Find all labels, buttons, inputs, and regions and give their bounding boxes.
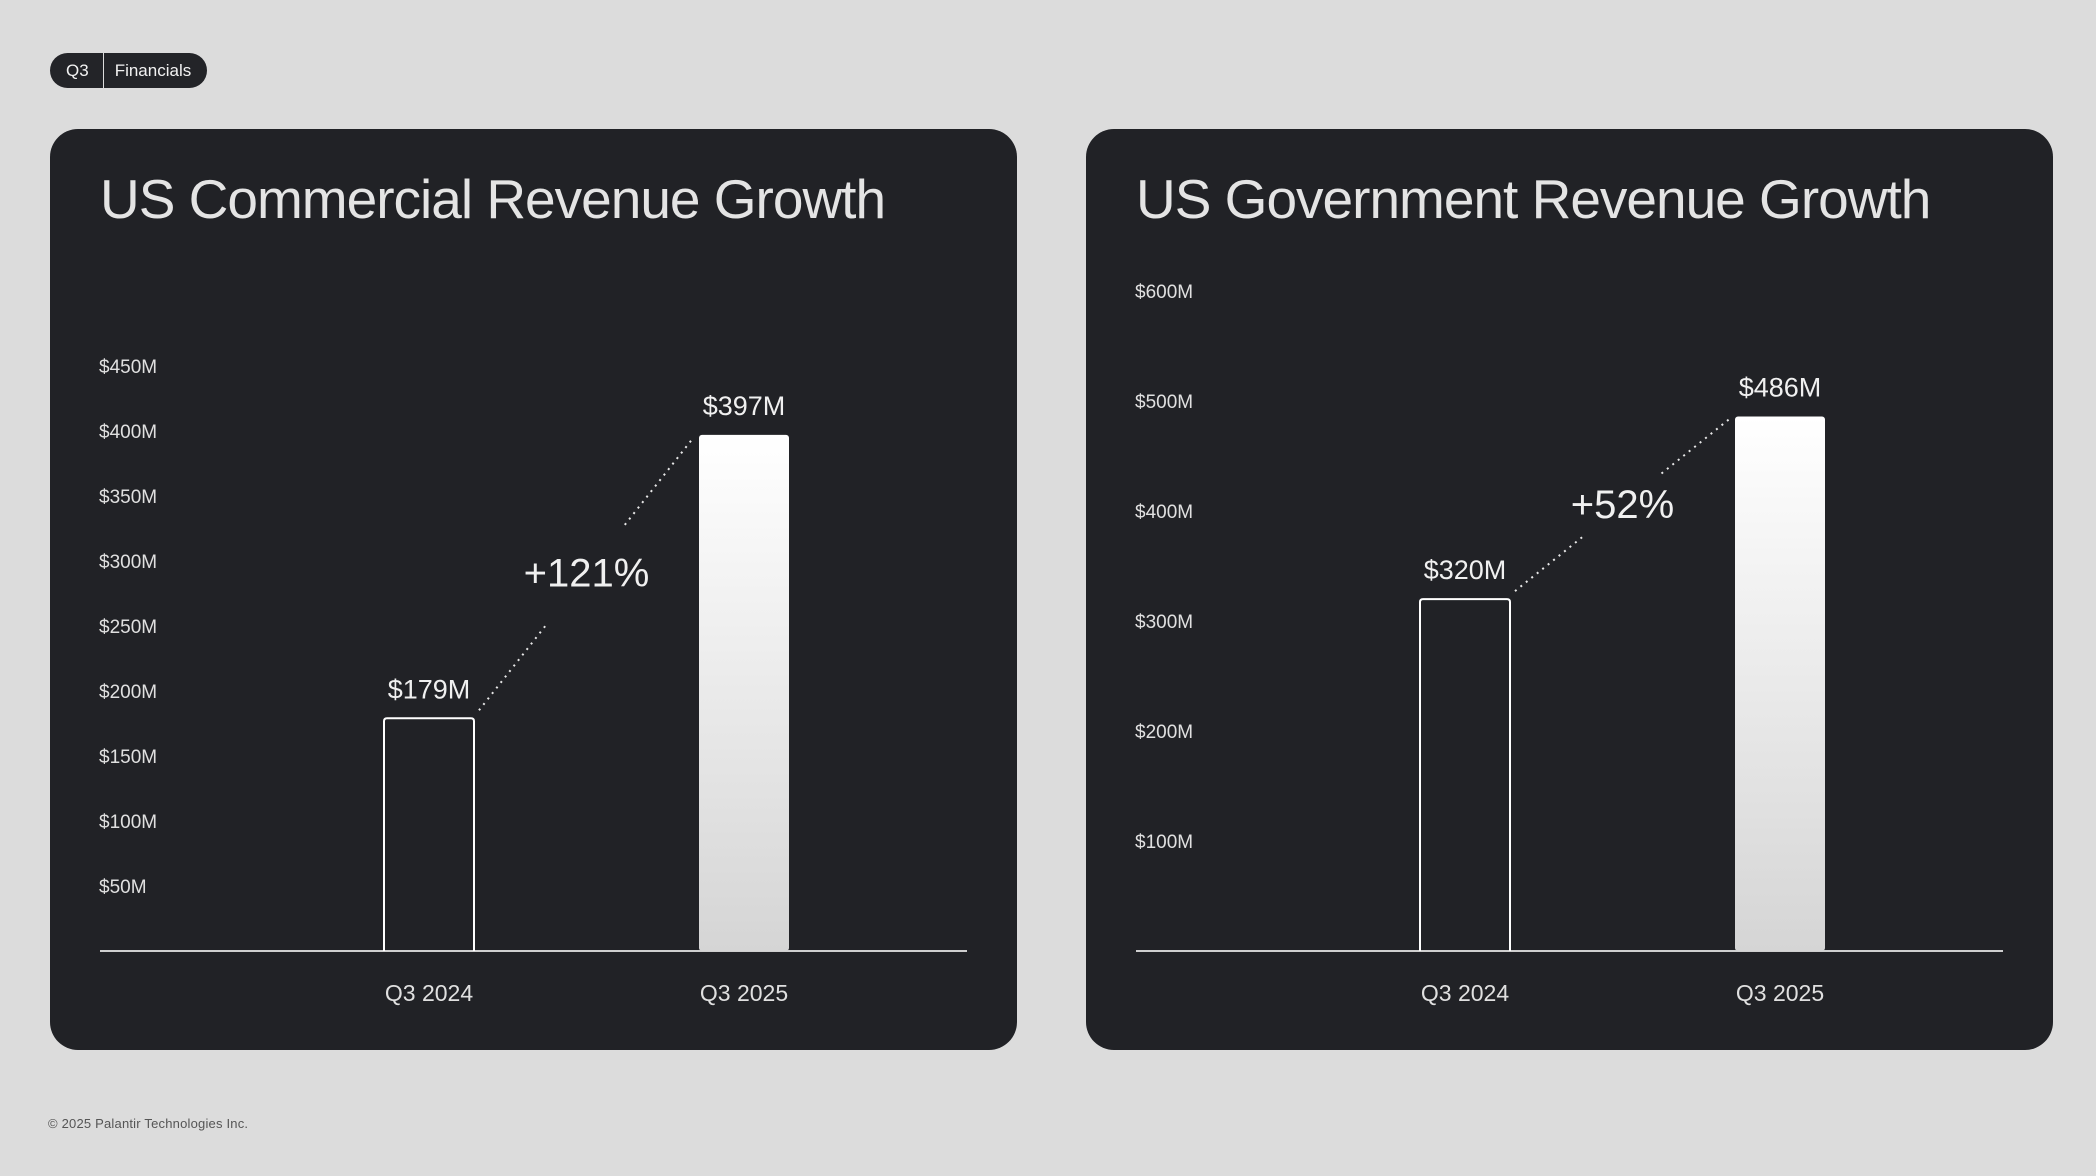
section-tag: Q3 Financials [50,53,208,88]
bar [383,717,475,951]
chart-title: US Government Revenue Growth [1136,168,1931,230]
growth-connector [1660,417,1731,475]
y-tick-label: $150M [99,747,157,768]
y-tick-label: $350M [99,487,157,508]
bar [699,434,789,951]
data-label: $179M [388,674,471,704]
y-tick-label: $250M [99,617,157,638]
data-label: $486M [1739,373,1822,403]
y-tick-label: $300M [1135,612,1193,633]
growth-connector [478,621,549,711]
x-tick-label: Q3 2024 [385,980,473,1006]
growth-label: +52% [1571,483,1674,527]
y-tick-label: $500M [1135,392,1193,413]
y-tick-label: $400M [99,422,157,443]
commercial-revenue-chart: $50M $100M $150M $200M $250M $300M $350M $400M $… [99,357,967,1006]
y-tick-label: $200M [1135,722,1193,743]
data-label: $397M [703,391,786,421]
x-tick-label: Q3 2024 [1421,980,1509,1006]
growth-connector [1514,535,1585,592]
government-revenue-chart: $100M $200M $300M $400M $500M $600M $320M Q3 20… [1135,282,2003,1006]
y-tick-label: $300M [99,552,157,573]
y-tick-label: $200M [99,682,157,703]
y-tick-label: $50M [99,877,147,898]
growth-label: +121% [524,552,650,596]
section-label: Financials [114,61,192,80]
y-tick-label: $400M [1135,502,1193,523]
quarter-label: Q3 [50,53,104,88]
y-tick-label: $100M [99,812,157,833]
data-label: $320M [1424,555,1507,585]
y-tick-label: $100M [1135,832,1193,853]
chart-title: US Commercial Revenue Growth [100,168,886,230]
x-tick-label: Q3 2025 [700,980,788,1006]
y-tick-label: $600M [1135,282,1193,303]
copyright-footer: © 2025 Palantir Technologies Inc. [48,1116,249,1131]
government-revenue-card: US Government Revenue Growth $100M $200M $… [1086,129,2053,1050]
y-tick-label: $450M [99,357,157,378]
bar [1735,416,1825,952]
x-tick-label: Q3 2025 [1736,980,1824,1006]
growth-connector [624,436,695,526]
bar [1419,598,1511,951]
commercial-revenue-card: US Commercial Revenue Growth $50M $100M $1… [50,129,1017,1050]
